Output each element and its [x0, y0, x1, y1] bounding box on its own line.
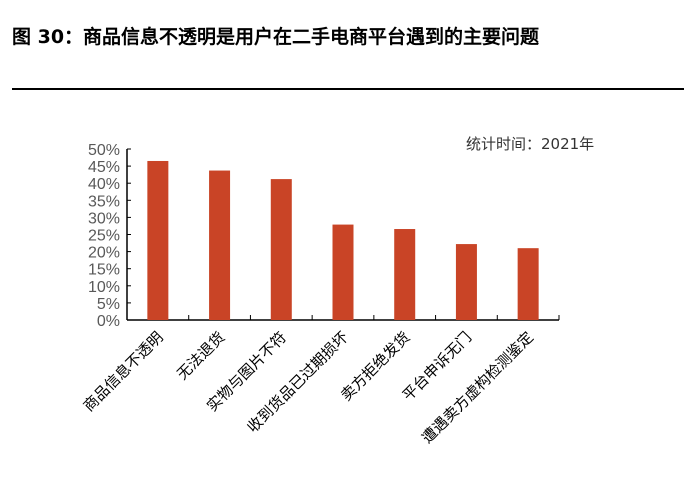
y-tick-label: 45% [88, 159, 120, 176]
figure-title: 图 30：商品信息不透明是用户在二手电商平台遇到的主要问题 [12, 26, 540, 48]
y-tick-label: 50% [88, 142, 120, 159]
bar [455, 244, 477, 320]
bar [147, 160, 169, 320]
y-tick-label: 15% [88, 262, 120, 279]
y-tick-label: 10% [88, 279, 120, 296]
x-category-label: 商品信息不透明 [80, 328, 167, 415]
title-divider [12, 88, 684, 90]
y-tick-label: 30% [88, 210, 120, 227]
bar [332, 224, 354, 320]
y-tick-label: 20% [88, 245, 120, 262]
bar [209, 170, 231, 320]
x-category-label: 无法退货 [173, 328, 228, 383]
y-tick-label: 25% [88, 228, 120, 245]
y-tick-label: 35% [88, 193, 120, 210]
y-tick-label: 5% [97, 296, 120, 313]
y-tick-label: 40% [88, 176, 120, 193]
x-category-label: 遭遇卖方虚构检测鉴定 [418, 328, 537, 447]
statistics-time-note: 统计时间：2021年 [466, 135, 595, 153]
y-tick-label: 0% [97, 313, 120, 330]
bar [270, 179, 292, 320]
bar [394, 229, 416, 320]
bar [517, 248, 539, 320]
